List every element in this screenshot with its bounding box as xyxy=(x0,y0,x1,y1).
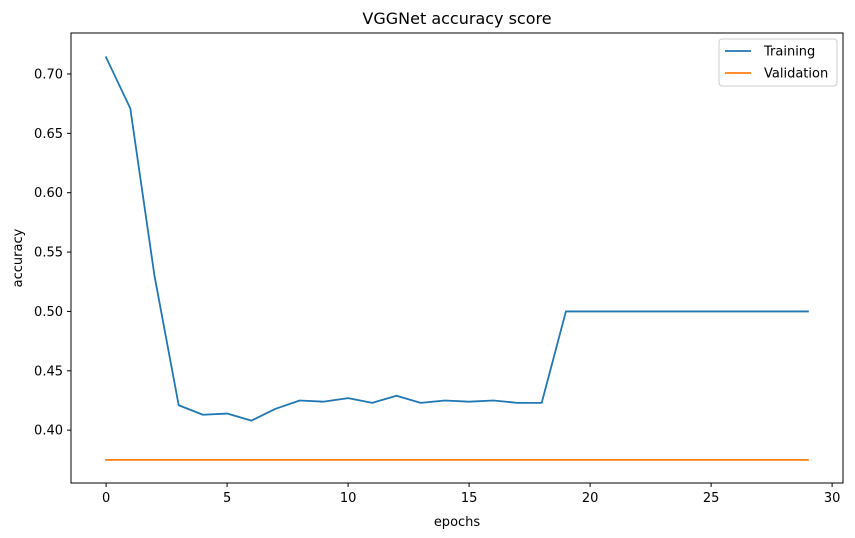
y-tick-label: 0.50 xyxy=(34,305,63,320)
x-tick-label: 10 xyxy=(340,491,357,506)
legend-label-training: Training xyxy=(763,45,815,60)
legend-label-validation: Validation xyxy=(764,67,828,82)
x-tick-label: 15 xyxy=(461,491,478,506)
x-tick-label: 5 xyxy=(223,491,231,506)
y-axis-label: accuracy xyxy=(11,228,26,287)
y-tick-label: 0.70 xyxy=(34,67,63,82)
chart-title: VGGNet accuracy score xyxy=(362,9,551,28)
y-tick-label: 0.45 xyxy=(34,364,63,379)
x-tick-label: 30 xyxy=(824,491,841,506)
legend: Training Validation xyxy=(718,38,838,87)
x-axis-label: epochs xyxy=(434,515,481,530)
plot-area-frame xyxy=(70,32,844,484)
x-tick-label: 25 xyxy=(703,491,720,506)
x-tick-label: 0 xyxy=(102,491,110,506)
y-tick-label: 0.60 xyxy=(34,186,63,201)
x-tick-label: 20 xyxy=(582,491,599,506)
series-layer xyxy=(104,56,809,461)
y-axis: 0.40 0.45 0.50 0.55 0.60 0.65 0.70 xyxy=(34,67,71,439)
y-tick-label: 0.65 xyxy=(34,127,63,142)
series-line-training xyxy=(104,56,809,422)
y-tick-label: 0.55 xyxy=(34,246,63,261)
x-axis: 0 5 10 15 20 25 30 xyxy=(102,483,840,506)
y-tick-label: 0.40 xyxy=(34,424,63,439)
